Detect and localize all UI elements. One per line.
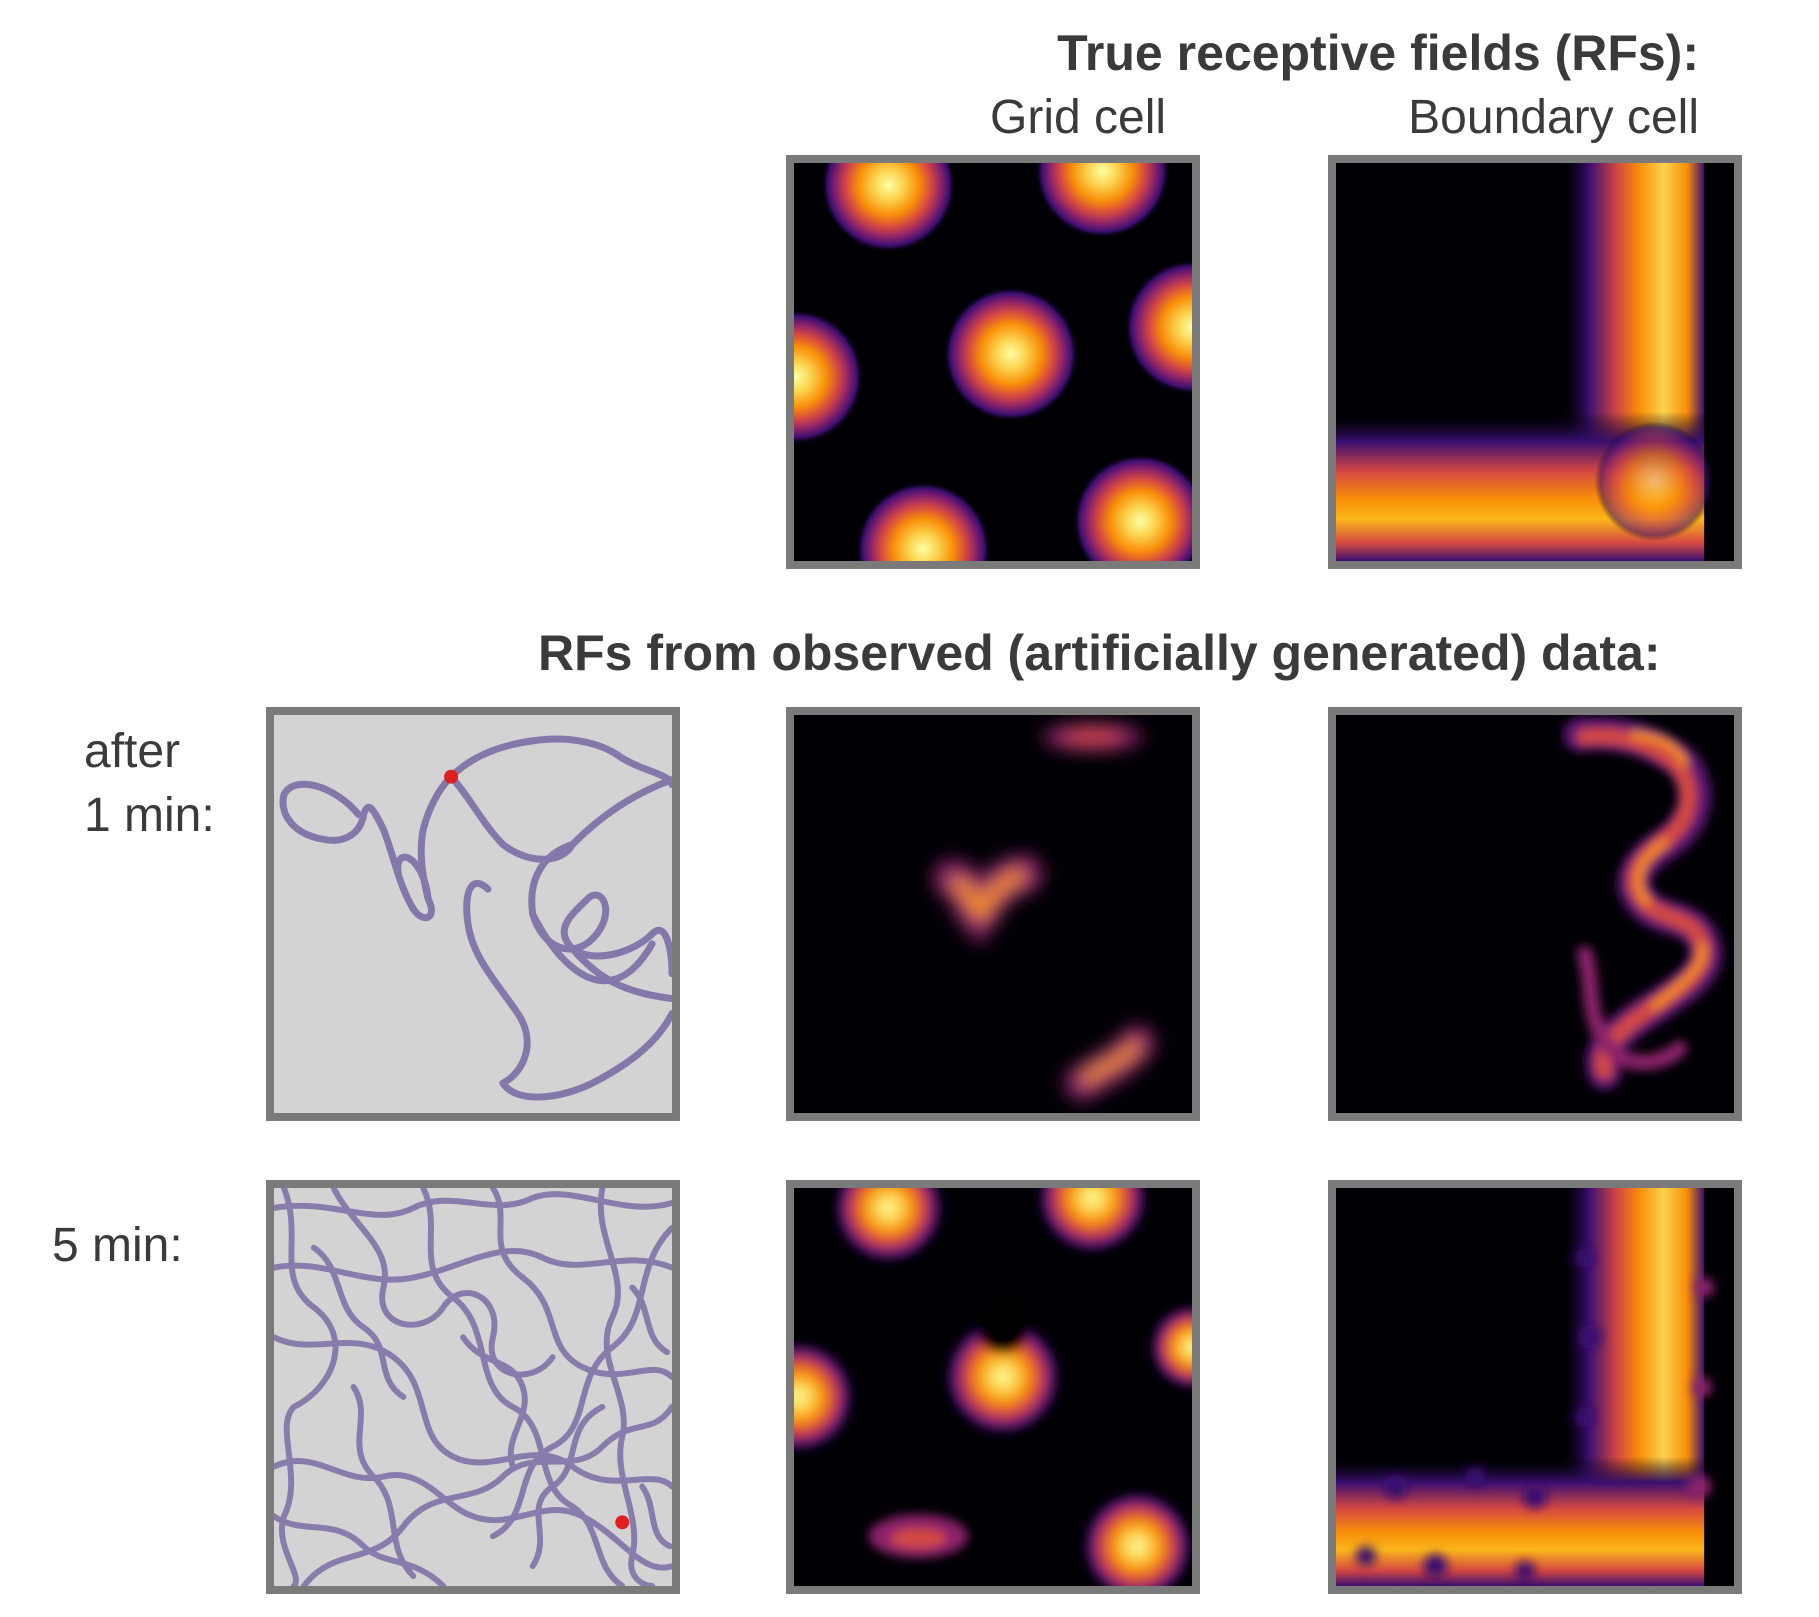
boundary-cell-column-label: Boundary cell (1408, 91, 1699, 144)
trajectory-1min-plot (274, 715, 672, 1113)
true-grid-cell-heatmap (794, 163, 1192, 561)
row-label-5-min: 5 min: (52, 1219, 183, 1272)
row-label-after: after (84, 725, 181, 778)
true-grid-cell-panel (786, 155, 1200, 569)
observed-boundary-5min-heatmap (1336, 1188, 1734, 1586)
observed-grid-1min-heatmap (794, 715, 1192, 1113)
observed-boundary-1min-panel (1328, 707, 1742, 1121)
observed-grid-1min-panel (786, 707, 1200, 1121)
true-rf-title: True receptive fields (RFs): (1057, 25, 1699, 81)
grid-cell-column-label: Grid cell (990, 91, 1167, 144)
trajectory-1min-panel (266, 707, 680, 1121)
trajectory-5min-plot (274, 1188, 672, 1586)
current-position-marker (444, 769, 459, 784)
trajectory-5min-panel (266, 1180, 680, 1594)
current-position-marker-5min (615, 1515, 630, 1530)
true-boundary-cell-heatmap (1336, 163, 1734, 561)
observed-boundary-5min-panel (1328, 1180, 1742, 1594)
row-label-1-min: 1 min: (84, 789, 215, 842)
observed-grid-5min-heatmap (794, 1188, 1192, 1586)
observed-boundary-1min-heatmap (1336, 715, 1734, 1113)
observed-grid-5min-panel (786, 1180, 1200, 1594)
true-boundary-cell-panel (1328, 155, 1742, 569)
observed-rf-title: RFs from observed (artificially generate… (538, 625, 1661, 681)
